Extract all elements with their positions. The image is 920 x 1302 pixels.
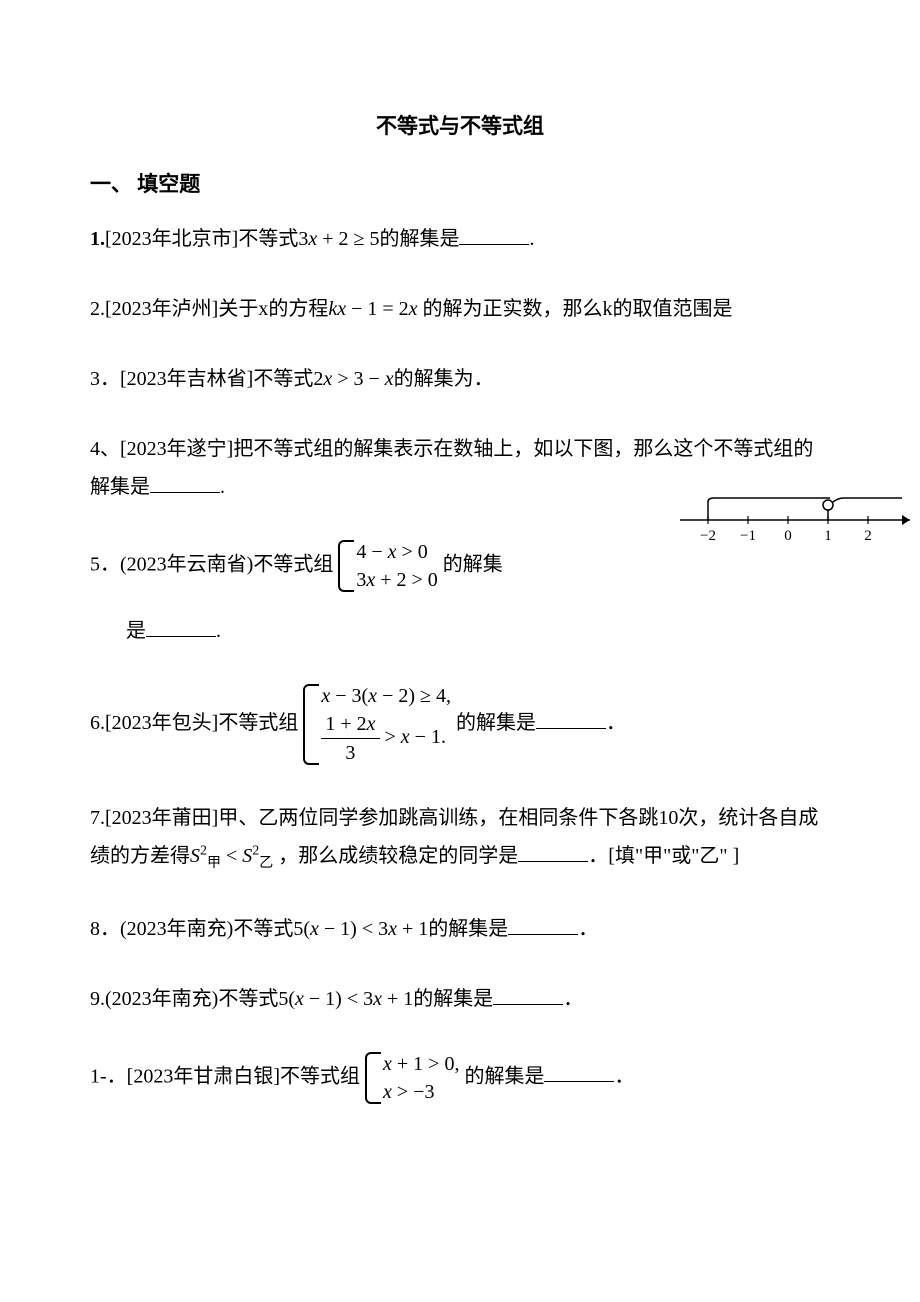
answer-blank[interactable] — [536, 708, 606, 729]
text: 的解为正实数，那么k的取值范围是 — [423, 298, 733, 320]
math-expr: 2x > 3 − x — [313, 368, 393, 390]
equation-system: x + 1 > 0, x > −3 — [365, 1050, 459, 1106]
problem-number: 6. — [90, 712, 105, 734]
math-expr: 5(x − 1) < 3x + 1 — [293, 918, 428, 940]
period: ． — [606, 712, 626, 734]
problem-9: 9.(2023年南充)不等式5(x − 1) < 3x + 1的解集是 ． — [90, 980, 830, 1018]
citation: (2023年云南省) — [120, 554, 253, 576]
math-expr: S2甲 < S2乙 — [190, 845, 273, 867]
citation: [2023年北京市] — [105, 228, 238, 250]
fraction: 1 + 2x 3 — [321, 710, 379, 767]
text: 不等式 — [218, 988, 278, 1010]
period: ． — [563, 988, 583, 1010]
text: 不等式 — [253, 368, 313, 390]
text: 不等式组 — [280, 1065, 360, 1087]
system-row: x > −3 — [383, 1078, 459, 1106]
text: 不等式组 — [218, 712, 298, 734]
citation: [2023年泸州] — [105, 298, 218, 320]
period: ． — [614, 1065, 634, 1087]
text: 的解集是 — [379, 228, 459, 250]
math-expr: 5(x − 1) < 3x + 1 — [278, 988, 413, 1010]
math-expr: kx − 1 = 2x — [328, 298, 417, 320]
problem-number: 5． — [90, 554, 120, 576]
page: 不等式与不等式组 一、 填空题 1.[2023年北京市]不等式3x + 2 ≥ … — [0, 0, 920, 1302]
text: ．[填"甲"或"乙" ] — [588, 845, 739, 867]
problem-number: 1-． — [90, 1065, 127, 1087]
problem-2: 2.[2023年泸州]关于x的方程kx − 1 = 2x 的解为正实数，那么k的… — [90, 290, 830, 328]
text: 的解集 — [443, 554, 503, 576]
citation: (2023年南充) — [120, 918, 233, 940]
tick-label: 2 — [864, 528, 872, 544]
system-row: 4 − x > 0 — [356, 538, 437, 566]
period: ． — [578, 918, 598, 940]
problem-number: 9. — [90, 988, 105, 1010]
problem-5: 5．(2023年云南省)不等式组 4 − x > 0 3x + 2 > 0 的解… — [90, 538, 830, 650]
answer-blank[interactable] — [518, 841, 588, 862]
page-title: 不等式与不等式组 — [90, 110, 830, 140]
problem-number: 7. — [90, 807, 105, 829]
period: . — [220, 476, 225, 498]
citation: (2023年南充) — [105, 988, 218, 1010]
problem-3: 3．[2023年吉林省]不等式2x > 3 − x的解集为． — [90, 360, 830, 398]
answer-blank[interactable] — [146, 616, 216, 637]
system-row: x + 1 > 0, — [383, 1050, 459, 1078]
text: 不等式 — [238, 228, 298, 250]
text: 关于x的方程 — [218, 298, 328, 320]
problem-8: 8．(2023年南充)不等式5(x − 1) < 3x + 1的解集是 ． — [90, 910, 830, 948]
problem-10: 1-．[2023年甘肃白银]不等式组 x + 1 > 0, x > −3 的解集… — [90, 1050, 830, 1106]
text: ，那么成绩较稳定的同学是 — [278, 845, 518, 867]
section-header: 一、 填空题 — [90, 168, 830, 198]
problem-number: 3． — [90, 368, 120, 390]
citation: [2023年包头] — [105, 712, 218, 734]
period: . — [216, 620, 221, 642]
problem-6: 6.[2023年包头]不等式组 x − 3(x − 2) ≥ 4, 1 + 2x… — [90, 682, 830, 767]
problem-number: 2. — [90, 298, 105, 320]
text: 的解集为． — [394, 368, 494, 390]
text: 不等式 — [233, 918, 293, 940]
text: 的解集是 — [464, 1065, 544, 1087]
citation: [2023年遂宁] — [120, 438, 233, 460]
problem-number: 8． — [90, 918, 120, 940]
text: 的解集是 — [428, 918, 508, 940]
text: 不等式组 — [253, 554, 333, 576]
problem-7: 7.[2023年莆田]甲、乙两位同学参加跳高训练，在相同条件下各跳10次，统计各… — [90, 799, 830, 878]
text: 是 — [126, 620, 146, 642]
problem-1: 1.[2023年北京市]不等式3x + 2 ≥ 5的解集是. — [90, 220, 830, 258]
text: 的解集是 — [456, 712, 536, 734]
period: . — [529, 228, 534, 250]
system-row: 3x + 2 > 0 — [356, 566, 437, 594]
citation: [2023年莆田] — [105, 807, 218, 829]
problem-number: 1. — [90, 228, 105, 250]
citation: [2023年甘肃白银] — [127, 1065, 280, 1087]
answer-blank[interactable] — [544, 1061, 614, 1082]
answer-blank[interactable] — [493, 984, 563, 1005]
citation: [2023年吉林省] — [120, 368, 253, 390]
equation-system: 4 − x > 0 3x + 2 > 0 — [338, 538, 437, 594]
text: 的解集是 — [413, 988, 493, 1010]
math-expr: 3x + 2 ≥ 5 — [298, 228, 379, 250]
answer-blank[interactable] — [459, 224, 529, 245]
system-row: x − 3(x − 2) ≥ 4, — [321, 682, 451, 710]
answer-blank[interactable] — [508, 914, 578, 935]
system-row: 1 + 2x 3 > x − 1. — [321, 710, 451, 767]
equation-system: x − 3(x − 2) ≥ 4, 1 + 2x 3 > x − 1. — [303, 682, 451, 767]
problem-number: 4、 — [90, 438, 120, 460]
answer-blank[interactable] — [150, 472, 220, 493]
